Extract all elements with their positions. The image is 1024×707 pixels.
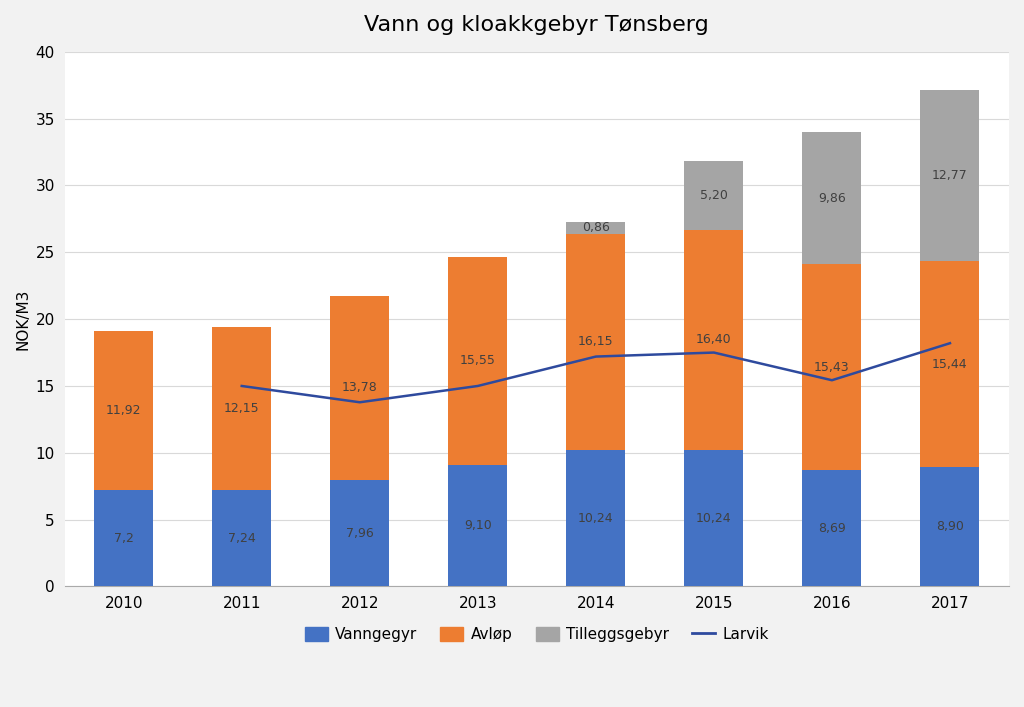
Text: 15,44: 15,44 xyxy=(932,358,968,370)
Text: 12,77: 12,77 xyxy=(932,169,968,182)
Text: 8,90: 8,90 xyxy=(936,520,964,534)
Bar xyxy=(449,257,507,464)
Text: 7,96: 7,96 xyxy=(346,527,374,539)
Text: 8,69: 8,69 xyxy=(818,522,846,535)
Bar xyxy=(331,296,389,480)
Bar xyxy=(212,327,271,490)
Text: 0,86: 0,86 xyxy=(582,221,609,235)
Bar xyxy=(803,264,861,470)
Bar xyxy=(921,261,980,467)
Text: 10,24: 10,24 xyxy=(696,512,732,525)
Bar xyxy=(566,222,626,234)
Text: 5,20: 5,20 xyxy=(700,189,728,202)
Y-axis label: NOK/M3: NOK/M3 xyxy=(15,288,30,350)
Text: 13,78: 13,78 xyxy=(342,382,378,395)
Bar xyxy=(921,467,980,586)
Text: 7,24: 7,24 xyxy=(228,532,256,544)
Bar xyxy=(566,234,626,450)
Bar xyxy=(684,230,743,450)
Text: 16,15: 16,15 xyxy=(578,335,613,348)
Bar xyxy=(94,331,154,490)
Text: 15,43: 15,43 xyxy=(814,361,850,374)
Bar xyxy=(921,90,980,261)
Bar xyxy=(212,490,271,586)
Text: 9,10: 9,10 xyxy=(464,519,492,532)
Bar xyxy=(331,480,389,586)
Text: 9,86: 9,86 xyxy=(818,192,846,205)
Bar xyxy=(449,464,507,586)
Bar xyxy=(94,490,154,586)
Bar xyxy=(803,132,861,264)
Text: 11,92: 11,92 xyxy=(105,404,141,417)
Text: 15,55: 15,55 xyxy=(460,354,496,368)
Bar xyxy=(684,450,743,586)
Text: 7,2: 7,2 xyxy=(114,532,133,545)
Bar xyxy=(684,161,743,230)
Bar xyxy=(566,450,626,586)
Bar xyxy=(803,470,861,586)
Text: 10,24: 10,24 xyxy=(578,512,613,525)
Legend: Vanngegyr, Avløp, Tilleggsgebyr, Larvik: Vanngegyr, Avløp, Tilleggsgebyr, Larvik xyxy=(298,621,775,648)
Text: 12,15: 12,15 xyxy=(224,402,259,415)
Text: 16,40: 16,40 xyxy=(696,334,732,346)
Title: Vann og kloakkgebyr Tønsberg: Vann og kloakkgebyr Tønsberg xyxy=(365,15,710,35)
